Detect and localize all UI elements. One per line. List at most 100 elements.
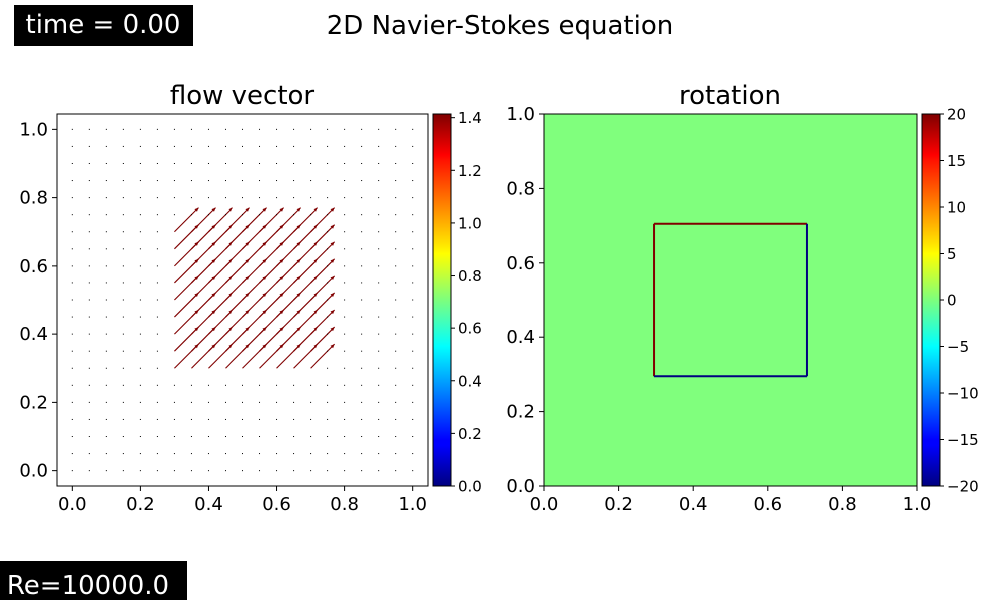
quiver-zero-dot [71,265,73,267]
quiver-zero-dot [344,180,346,182]
quiver-zero-dot [207,453,209,455]
rotation-y-tick-label: 0.2 [506,402,535,423]
quiver-zero-dot [395,299,397,301]
quiver-zero-dot [412,367,414,369]
quiver-zero-dot [156,231,158,233]
rotation-x-tick-label: 0.4 [679,494,708,515]
quiver-zero-dot [327,214,329,216]
quiver-zero-dot [412,248,414,250]
quiver-zero-dot [173,197,175,199]
quiver-arrow-head [330,344,335,349]
quiver-zero-dot [344,265,346,267]
quiver-zero-dot [378,418,380,420]
quiver-zero-dot [395,333,397,335]
quiver-zero-dot [361,453,363,455]
flow-vector-colorbar-ticks: 0.0 0.2 0.4 0.6 0.8 1.0 1.2 1.4 [451,109,482,496]
quiver-zero-dot [378,162,380,164]
quiver-zero-dot [378,384,380,386]
quiver-zero-dot [378,231,380,233]
quiver-zero-dot [378,282,380,284]
quiver-zero-dot [71,470,73,472]
quiver-zero-dot [327,282,329,284]
quiver-zero-dot [207,214,209,216]
quiver-zero-dot [224,418,226,420]
quiver-zero-dot [327,418,329,420]
quiver-zero-dot [412,180,414,182]
quiver-zero-dot [88,265,90,267]
quiver-zero-dot [156,384,158,386]
quiver-zero-dot [156,470,158,472]
rotation-x-tick-label: 0.8 [828,494,857,515]
quiver-arrow-head [245,207,250,212]
quiver-zero-dot [378,128,380,130]
rotation-y-tick-label: 0.6 [506,253,535,274]
flow-vector-colorbar-frame [432,113,452,487]
quiver-zero-dot [344,197,346,199]
quiver-zero-dot [344,128,346,130]
quiver-zero-dot [207,418,209,420]
quiver-zero-dot [173,162,175,164]
quiver-zero-dot [293,162,295,164]
flow-vector-axes-frame [56,113,429,487]
quiver-zero-dot [105,418,107,420]
quiver-zero-dot [395,128,397,130]
flow-vector-colorbar-tick-label: 0.6 [458,320,482,338]
quiver-arrow-head [330,275,335,280]
quiver-zero-dot [139,282,141,284]
quiver-zero-dot [412,333,414,335]
quiver-zero-dot [344,401,346,403]
quiver-zero-dot [242,180,243,182]
flow-vector-title: flow vector [170,81,315,111]
quiver-zero-dot [122,350,124,352]
quiver-zero-dot [71,282,73,284]
quiver-zero-dot [105,436,107,438]
quiver-zero-dot [395,470,397,472]
quiver-zero-dot [361,367,363,369]
quiver-zero-dot [122,180,124,182]
quiver-zero-dot [242,453,243,455]
quiver-zero-dot [344,214,346,216]
quiver-zero-dot [361,145,363,147]
quiver-zero-dot [105,128,107,130]
quiver-zero-dot [122,214,124,216]
rotation-title: rotation [679,81,781,111]
quiver-zero-dot [122,265,124,267]
quiver-arrow-head [296,207,301,212]
quiver-zero-dot [71,384,73,386]
quiver-zero-dot [139,418,141,420]
quiver-zero-dot [122,145,124,147]
quiver-zero-dot [139,180,141,182]
rotation-y-tick-label: 0.4 [506,327,535,348]
quiver-zero-dot [173,453,175,455]
flow-vector-colorbar-gradient [433,114,451,486]
quiver-arrow-head [330,207,335,212]
quiver-zero-dot [378,316,380,318]
re-label: Re=10000.0 [7,571,169,600]
quiver-zero-dot [327,401,329,403]
quiver-zero-dot [310,197,312,199]
quiver-zero-dot [344,418,346,420]
rotation-x-tick-label: 0.0 [530,494,559,515]
quiver-zero-dot [71,248,73,250]
quiver-zero-dot [105,470,107,472]
quiver-zero-dot [173,214,175,216]
quiver-zero-dot [259,384,261,386]
rotation-colorbar-tick-label: 5 [947,245,957,263]
flow-vector-colorbar-tick-label: 0.0 [458,478,482,496]
quiver-zero-dot [293,436,295,438]
quiver-zero-dot [412,316,414,318]
quiver-zero-dot [361,231,363,233]
quiver-zero-dot [139,367,141,369]
quiver-zero-dot [412,197,414,199]
quiver-zero-dot [139,453,141,455]
rotation-x-tick-label: 1.0 [903,494,932,515]
quiver-zero-dot [293,384,295,386]
quiver-zero-dot [156,299,158,301]
quiver-zero-dot [276,128,278,130]
quiver-zero-dot [395,180,397,182]
flow-vector-colorbar: 0.0 0.2 0.4 0.6 0.8 1.0 1.2 1.4 [432,109,482,496]
flow-vector-y-tick-label: 0.0 [19,461,48,482]
rotation-colorbar-ticks: −20 −15 −10 −5 0 5 10 15 20 [940,106,979,496]
quiver-zero-dot [224,401,226,403]
quiver-zero-dot [71,453,73,455]
